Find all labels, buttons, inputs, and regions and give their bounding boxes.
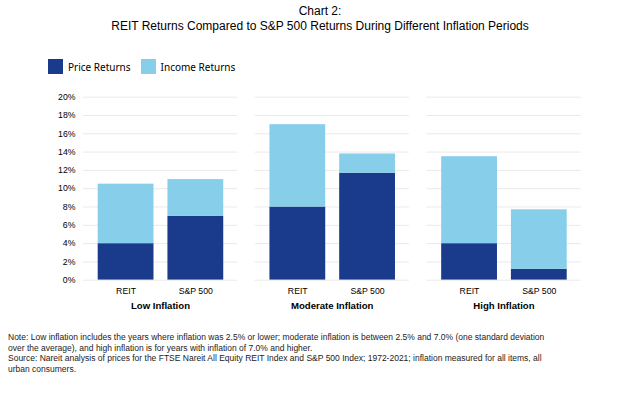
svg-text:4%: 4% bbox=[63, 238, 76, 248]
html-text:over the average), and high in: over the average), and high inflation is… bbox=[8, 342, 313, 353]
svg-text:S&P 500: S&P 500 bbox=[179, 286, 213, 296]
svg-text:REIT: REIT bbox=[460, 286, 481, 296]
svg-text:12%: 12% bbox=[58, 165, 76, 175]
html-text:Chart 2:: Chart 2: bbox=[298, 4, 342, 18]
html-text:Income Returns: Income Returns bbox=[160, 59, 236, 74]
html-text:Source: Nareit analysis of pri: Source: Nareit analysis of prices for th… bbox=[8, 353, 542, 364]
svg-text:10%: 10% bbox=[58, 183, 76, 193]
svg-text:20%: 20% bbox=[58, 92, 76, 102]
svg-text:S&P 500: S&P 500 bbox=[522, 286, 556, 296]
svg-text:Moderate Inflation: Moderate Inflation bbox=[291, 300, 374, 311]
svg-text:S&P 500: S&P 500 bbox=[350, 286, 384, 296]
svg-text:2%: 2% bbox=[63, 257, 76, 267]
svg-text:High Inflation: High Inflation bbox=[473, 300, 534, 311]
svg-text:REIT: REIT bbox=[116, 286, 137, 296]
html-text:urban consumers.: urban consumers. bbox=[8, 363, 76, 374]
svg-text:6%: 6% bbox=[63, 220, 76, 230]
svg-text:18%: 18% bbox=[58, 110, 76, 120]
svg-text:14%: 14% bbox=[58, 147, 76, 157]
html-text:Price Returns: Price Returns bbox=[68, 59, 131, 74]
svg-text:16%: 16% bbox=[58, 129, 76, 139]
html-text:REIT Returns Compared to S&P 5: REIT Returns Compared to S&P 500 Returns… bbox=[111, 19, 529, 33]
svg-text:REIT: REIT bbox=[288, 286, 309, 296]
svg-text:Low Inflation: Low Inflation bbox=[131, 300, 190, 311]
svg-text:0%: 0% bbox=[63, 275, 76, 285]
html-text:Note: Low inflation includes t: Note: Low inflation includes the years w… bbox=[8, 332, 545, 343]
svg-text:8%: 8% bbox=[63, 202, 76, 212]
